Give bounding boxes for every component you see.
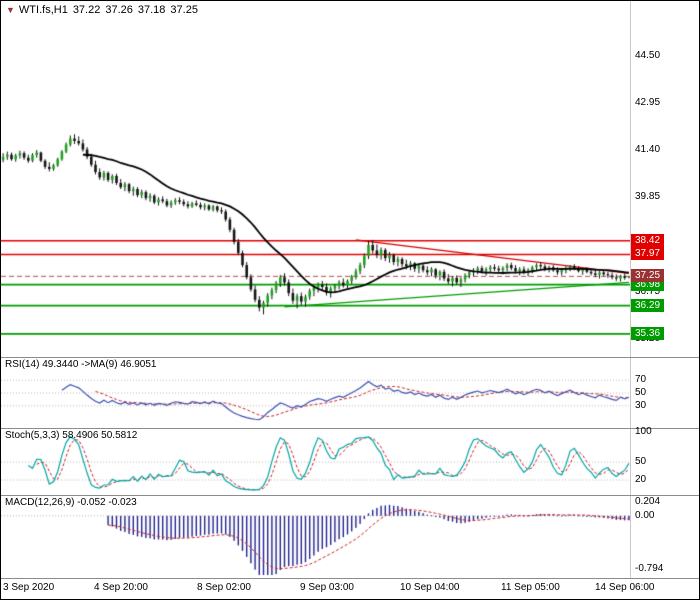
ohlc-high: 37.26: [105, 4, 133, 16]
macd-label: MACD(12,26,9) -0.052 -0.023: [5, 497, 137, 508]
stochastic-axis-tick: 50: [635, 456, 647, 467]
stochastic-panel: Stoch(5,3,3) 58.4906 50.5812 100 50 20: [1, 426, 699, 496]
stochastic-axis-tick: 100: [635, 426, 652, 437]
stochastic-axis-tick: 20: [635, 474, 647, 485]
ohlc-open: 37.22: [72, 4, 101, 16]
price-axis-tick: 36.75: [635, 285, 661, 297]
macd-axis-tick: 0.00: [635, 509, 655, 521]
time-axis-label: 3 Sep 2020: [3, 582, 55, 593]
macd-axis-tick: 0.204: [635, 496, 661, 508]
rsi-axis-tick: 50: [635, 387, 647, 398]
resistance-level-badge: 38.42: [631, 233, 665, 247]
rsi-axis[interactable]: 70 50 30: [630, 358, 699, 428]
time-axis[interactable]: 3 Sep 2020 4 Sep 20:00 8 Sep 02:00 9 Sep 03…: [1, 579, 699, 599]
symbol-marker-icon: ▼: [6, 5, 15, 15]
price-axis-tick: 41.40: [635, 144, 661, 156]
price-panel: ▼ WTI.fs,H1 37.22 37.26 37.18 37.25 44.50 42.9…: [1, 1, 699, 358]
symbol-label: WTI.fs,H1: [18, 4, 68, 16]
price-axis-tick: 44.50: [635, 49, 661, 61]
support-level-badge: 35.36: [631, 326, 665, 340]
symbol-header: ▼ WTI.fs,H1 37.22 37.26 37.18 37.25: [6, 4, 203, 16]
rsi-axis-tick: 30: [635, 399, 647, 411]
price-axis-tick: 39.85: [635, 191, 661, 203]
stochastic-axis[interactable]: 100 50 20: [630, 426, 699, 495]
time-axis-label: 11 Sep 05:00: [501, 582, 560, 593]
price-axis-tick: 42.95: [635, 96, 661, 108]
macd-axis-tick: -0.794: [635, 563, 664, 575]
support-level-badge: 36.29: [631, 298, 665, 312]
rsi-label: RSI(14) 49.3440 ->MA(9) 46.9051: [5, 359, 157, 370]
time-axis-label: 9 Sep 03:00: [300, 582, 354, 593]
ohlc-low: 37.18: [137, 4, 166, 16]
stochastic-label: Stoch(5,3,3) 58.4906 50.5812: [5, 430, 138, 441]
ohlc-close: 37.25: [170, 4, 198, 16]
time-axis-label: 14 Sep 06:00: [595, 582, 655, 593]
time-axis-label: 10 Sep 04:00: [400, 582, 460, 593]
rsi-panel: RSI(14) 49.3440 ->MA(9) 46.9051 70 50 30: [1, 358, 699, 429]
macd-panel: MACD(12,26,9) -0.052 -0.023 0.204 0.00 -0.…: [1, 496, 699, 579]
resistance-level-badge: 37.97: [631, 247, 665, 261]
price-axis[interactable]: 44.5042.9541.4039.8538.3036.7535.2038.42…: [630, 1, 699, 357]
macd-canvas[interactable]: [1, 496, 631, 578]
current-price-badge: 37.25: [631, 269, 665, 283]
stochastic-canvas[interactable]: [1, 429, 631, 495]
price-chart-canvas[interactable]: [1, 1, 631, 357]
time-axis-label: 4 Sep 20:00: [94, 582, 148, 593]
rsi-canvas[interactable]: [1, 358, 631, 428]
rsi-axis-tick: 70: [635, 374, 647, 386]
macd-axis[interactable]: 0.204 0.00 -0.794: [630, 496, 699, 578]
time-axis-label: 8 Sep 02:00: [197, 582, 251, 593]
